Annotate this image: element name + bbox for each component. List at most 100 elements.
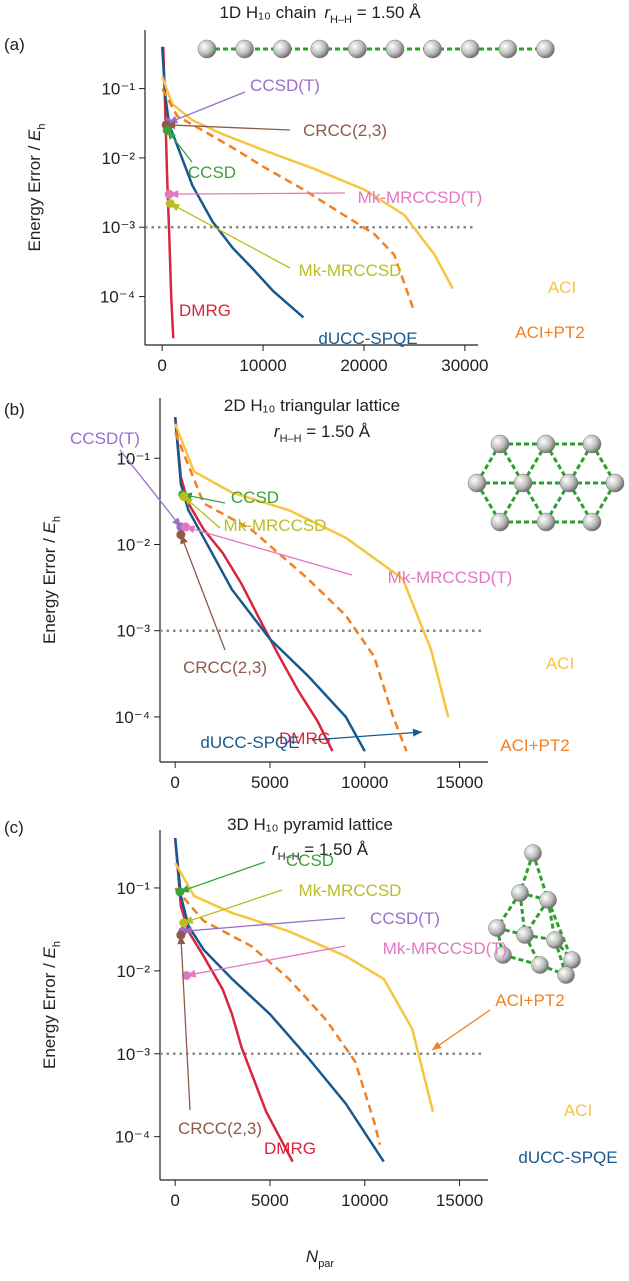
method-label: Mk-MRCCSD(T)	[388, 568, 513, 587]
y-tick-label: 10⁻²	[101, 149, 135, 168]
method-label: Mk-MRCCSD	[299, 881, 402, 900]
atom	[490, 512, 510, 532]
method-label: CRCC(2,3)	[303, 121, 387, 140]
method-label: CCSD(T)	[370, 909, 440, 928]
annotation-arrow	[311, 731, 423, 741]
atom	[310, 39, 330, 59]
series-label: DMRG	[179, 301, 231, 320]
series-label: ACI	[564, 1101, 592, 1120]
chart-subtitle: rH–H = 1.50 Å	[272, 840, 369, 863]
method-label: Mk-MRCCSD(T)	[358, 188, 483, 207]
y-tick-label: 10⁻¹	[116, 449, 150, 468]
series-label: dUCC-SPQE	[318, 329, 417, 348]
y-tick-label: 10⁻³	[116, 622, 150, 641]
y-axis-label: Energy Error / Eh	[40, 941, 63, 1069]
bond	[502, 953, 541, 967]
x-tick-label: 0	[170, 773, 179, 792]
method-point	[165, 198, 175, 208]
subtitle-symbol: r	[274, 422, 281, 441]
y-label-symbol: E	[40, 521, 59, 533]
title-text: 3D H₁₀ pyramid lattice	[227, 815, 393, 834]
series-label: ACI+PT2	[495, 991, 564, 1010]
x-tick-label: 5000	[251, 1191, 289, 1210]
atom	[348, 39, 367, 59]
series-label: dUCC-SPQE	[518, 1148, 617, 1167]
annotation-arrow	[180, 534, 226, 651]
subtitle-symbol: r	[272, 840, 279, 859]
atom	[563, 951, 581, 969]
series-label: DMRG	[279, 729, 331, 748]
arrow-head	[412, 728, 422, 737]
series-line	[161, 88, 416, 313]
x-tick-label: 10000	[239, 356, 286, 375]
title-text: 2D H₁₀ triangular lattice	[224, 396, 400, 415]
atom	[423, 39, 442, 59]
series-line	[160, 46, 305, 319]
atom	[197, 39, 217, 59]
subtitle-value: = 1.50 Å	[352, 3, 421, 22]
subtitle-subscript: H–H	[280, 433, 302, 445]
x-tick-label: 10000	[341, 1191, 388, 1210]
atom	[460, 39, 480, 59]
method-point	[162, 125, 172, 135]
method-label: Mk-MRCCSD	[224, 516, 327, 535]
y-axis-label: Energy Error / Eh	[25, 123, 48, 251]
atom	[559, 473, 579, 493]
series-line	[173, 416, 334, 752]
arrow-head	[166, 121, 176, 130]
method-label: Mk-MRCCSD	[299, 261, 402, 280]
method-point	[175, 887, 185, 897]
atom	[516, 926, 534, 944]
y-tick-label: 10⁻⁴	[115, 1128, 150, 1147]
atom	[467, 473, 487, 493]
y-label-symbol: E	[25, 129, 44, 141]
method-label: CCSD	[231, 488, 279, 507]
series-label: ACI+PT2	[515, 323, 584, 342]
atom	[494, 946, 512, 964]
method-label: CCSD	[188, 163, 236, 182]
atom	[582, 512, 602, 532]
method-point	[176, 930, 186, 940]
series-label: ACI+PT2	[500, 736, 569, 755]
y-tick-label: 10⁻²	[116, 535, 150, 554]
arrow-head	[432, 1041, 442, 1050]
atom	[511, 884, 529, 902]
annotation-arrow	[186, 945, 346, 977]
annotation-arrow	[179, 861, 266, 893]
atom	[513, 473, 533, 493]
y-tick-label: 10⁻¹	[101, 80, 135, 99]
atom	[536, 39, 555, 59]
series-label: dUCC-SPQE	[200, 733, 299, 752]
series-line	[174, 423, 450, 718]
y-tick-label: 10⁻³	[116, 1045, 150, 1064]
y-label-subscript: h	[36, 123, 48, 129]
x-tick-label: 15000	[436, 1191, 483, 1210]
method-point	[182, 970, 192, 980]
arrow-head	[169, 190, 179, 199]
atom	[546, 931, 564, 949]
subtitle-value: = 1.50 Å	[300, 840, 369, 859]
annotation-arrow	[169, 202, 291, 269]
method-label: CCSD(T)	[70, 429, 140, 448]
chart-title: 1D H₁₀ chain rH–H = 1.50 Å	[219, 3, 421, 26]
method-point	[164, 189, 174, 199]
series-line	[174, 887, 382, 1146]
panel-label: (b)	[4, 400, 25, 419]
panel-label: (a)	[4, 35, 25, 54]
annotation-arrow	[119, 449, 182, 528]
series-line	[173, 416, 366, 752]
x-tick-label: 15000	[436, 773, 483, 792]
atom	[524, 844, 542, 862]
x-tick-label: 5000	[251, 773, 289, 792]
annotation-arrow	[180, 935, 191, 1111]
x-tick-label: 30000	[441, 356, 488, 375]
y-tick-label: 10⁻³	[101, 218, 135, 237]
bond	[553, 939, 568, 976]
atom	[539, 891, 557, 909]
series-label: ACI	[548, 278, 576, 297]
x-label-symbol: N	[306, 1247, 319, 1266]
series-line	[174, 431, 408, 752]
atom	[272, 39, 292, 59]
y-label-subscript: h	[51, 941, 63, 947]
